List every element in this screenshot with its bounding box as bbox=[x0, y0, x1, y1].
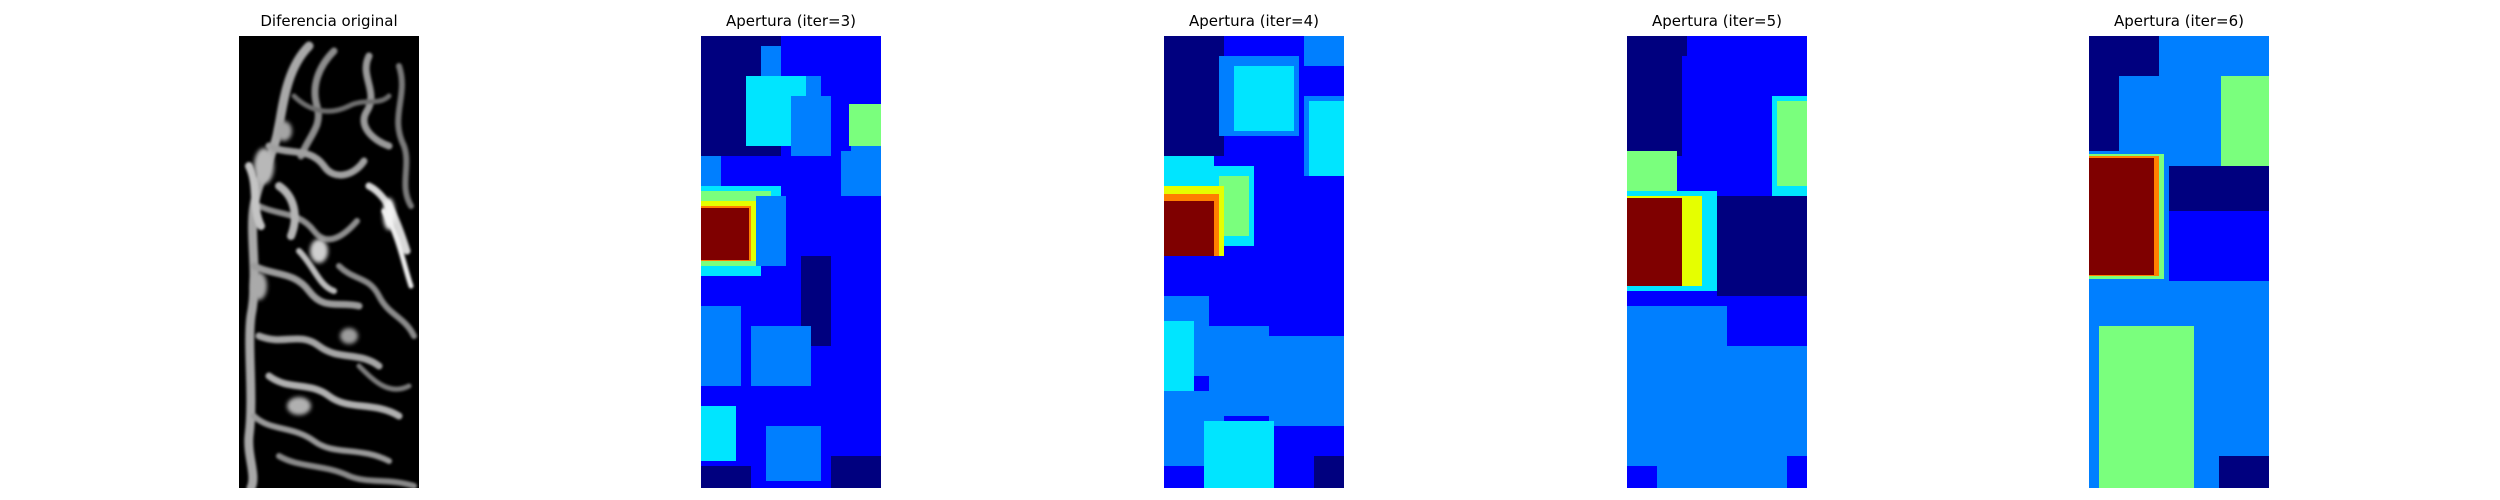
panel-iter-4: Apertura (iter=4) bbox=[1164, 0, 1344, 500]
jet-label-image bbox=[1164, 36, 1344, 488]
panel-title: Diferencia original bbox=[260, 12, 398, 30]
jet-label-image bbox=[1627, 36, 1807, 488]
panel-original: Diferencia original bbox=[239, 0, 419, 500]
panel-title: Apertura (iter=4) bbox=[1189, 12, 1319, 30]
jet-label-image bbox=[701, 36, 881, 488]
panel-title: Apertura (iter=6) bbox=[2114, 12, 2244, 30]
panel-iter-5: Apertura (iter=5) bbox=[1627, 0, 1807, 500]
panel-iter-3: Apertura (iter=3) bbox=[701, 0, 881, 500]
panel-iter-6: Apertura (iter=6) bbox=[2089, 0, 2269, 500]
grayscale-brain-image bbox=[239, 36, 419, 488]
panel-title: Apertura (iter=3) bbox=[726, 12, 856, 30]
panel-title: Apertura (iter=5) bbox=[1652, 12, 1782, 30]
jet-label-image bbox=[2089, 36, 2269, 488]
